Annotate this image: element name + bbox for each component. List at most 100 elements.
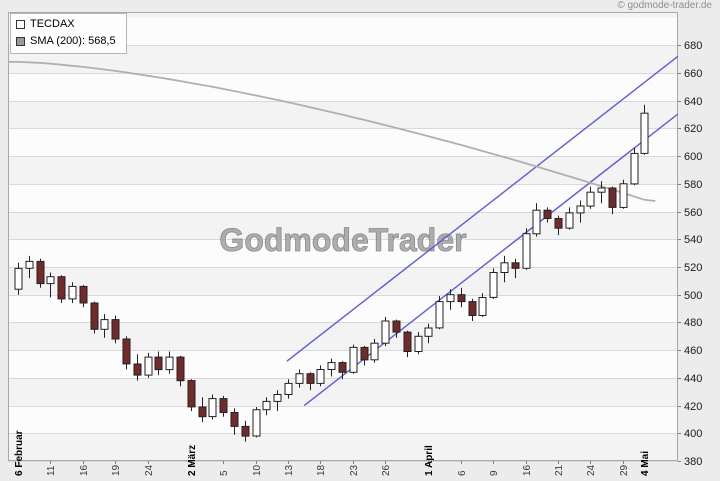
- x-axis-label: 24: [586, 464, 597, 476]
- x-axis-label: 2 März: [187, 445, 198, 476]
- y-axis-label: 580: [684, 179, 702, 191]
- candle-16.02: [79, 285, 88, 308]
- candle-27.04: [597, 181, 606, 204]
- candle-03.03: [198, 397, 207, 423]
- x-axis-label: 11: [46, 465, 57, 476]
- candle-16.04: [522, 228, 531, 270]
- x-axis-label: 24: [144, 464, 155, 476]
- x-axis-label: 6 Februar: [14, 430, 25, 476]
- x-axis-label: 21: [554, 464, 565, 476]
- candle-31.03: [414, 332, 423, 355]
- candle-26.03: [381, 316, 390, 346]
- candle-03.04: [446, 289, 455, 310]
- candle-17.02: [90, 301, 99, 334]
- candles: [14, 104, 649, 442]
- x-axis: 6 Februar 11 16 19 24 2 März 5 10 13 18 23 26 1 Apri…: [14, 430, 651, 476]
- candle-24.04: [586, 186, 595, 209]
- x-axis-label: 13: [284, 464, 295, 476]
- y-axis-label: 680: [684, 40, 702, 52]
- legend-label-tecdax: TECDAX: [30, 18, 75, 30]
- candle-04.03: [208, 394, 217, 420]
- candle-28.04: [608, 186, 617, 215]
- x-axis-label: 1 April: [424, 445, 435, 476]
- candle-19.02: [111, 315, 120, 344]
- svg-text:GodmodeTrader: GodmodeTrader: [219, 222, 466, 258]
- candle-20.02: [122, 336, 131, 370]
- x-axis-label: 29: [619, 464, 630, 476]
- candle-27.02: [176, 355, 185, 387]
- candle-20.04: [543, 207, 552, 223]
- candle-09.04: [489, 268, 498, 299]
- candle-24.02: [144, 352, 153, 378]
- chart-legend: TECDAX SMA (200): 568,5: [10, 13, 127, 54]
- x-axis-label: 16: [79, 464, 90, 476]
- legend-item-tecdax: TECDAX: [16, 18, 116, 31]
- y-axis-label: 400: [684, 428, 702, 440]
- candle-11.03: [262, 397, 271, 416]
- candle-11.02: [46, 272, 55, 298]
- candle-30.04: [630, 147, 639, 186]
- copyright-text: © godmode-trader.de: [617, 0, 712, 11]
- candle-23.03: [349, 344, 358, 374]
- candle-27.03: [392, 319, 401, 338]
- candle-05.03: [219, 395, 228, 417]
- y-axis-label: 600: [684, 151, 702, 163]
- candle-06.04: [457, 287, 466, 308]
- candle-10.02: [36, 258, 45, 288]
- grid-bands: [8, 12, 678, 461]
- candle-23.04: [576, 200, 585, 223]
- candle-02.03: [187, 379, 196, 412]
- candle-07.04: [468, 298, 477, 321]
- y-axis: 680 660 640 620 600 580 560 540 520 500 480 460 440 4…: [678, 40, 702, 468]
- candle-13.02: [68, 282, 77, 303]
- candle-13.03: [284, 379, 293, 399]
- candle-21.04: [554, 215, 563, 236]
- candle-29.04: [619, 179, 628, 209]
- x-axis-label: 18: [316, 464, 327, 476]
- x-axis-label: 16: [522, 464, 533, 476]
- x-axis-label: 19: [111, 464, 122, 476]
- candle-06.02: [14, 262, 23, 295]
- legend-item-sma: SMA (200): 568,5: [16, 35, 116, 48]
- y-axis-label: 500: [684, 290, 702, 302]
- candle-09.02: [25, 255, 34, 279]
- sma-200-line: [8, 61, 656, 202]
- candle-12.02: [57, 275, 66, 303]
- candle-02.04: [435, 296, 444, 330]
- y-axis-label: 660: [684, 68, 702, 80]
- y-axis-label: 460: [684, 345, 702, 357]
- candle-14.04: [500, 255, 509, 283]
- candle-18.03: [316, 365, 325, 387]
- candle-26.02: [165, 351, 174, 374]
- candle-20.03: [338, 361, 347, 380]
- x-axis-label: 26: [381, 464, 392, 476]
- candle-10.03: [252, 407, 261, 438]
- candle-01.04: [424, 323, 433, 344]
- y-axis-label: 560: [684, 207, 702, 219]
- legend-label-sma: SMA (200): 568,5: [30, 35, 116, 47]
- y-axis-label: 520: [684, 262, 702, 274]
- sma-swatch-icon: [16, 37, 25, 46]
- candle-24.03: [360, 346, 369, 366]
- candle-17.04: [532, 203, 541, 237]
- x-axis-label: 6: [457, 470, 468, 476]
- x-axis-label: 5: [219, 470, 230, 476]
- x-axis-label: 4 Mai: [640, 451, 651, 476]
- candle-18.02: [100, 314, 109, 338]
- plot-border: [8, 12, 678, 461]
- y-axis-label: 620: [684, 123, 702, 135]
- candle-12.03: [273, 390, 282, 412]
- candle-16.03: [295, 369, 304, 388]
- candle-30.03: [403, 330, 412, 358]
- candle-04.05: [640, 104, 649, 155]
- candle-09.03: [241, 420, 250, 442]
- candle-25.03: [370, 339, 379, 363]
- y-axis-label: 480: [684, 317, 702, 329]
- y-axis-label: 380: [684, 456, 702, 468]
- y-axis-label: 640: [684, 96, 702, 108]
- candle-08.04: [478, 293, 487, 317]
- x-axis-label: 10: [252, 464, 263, 476]
